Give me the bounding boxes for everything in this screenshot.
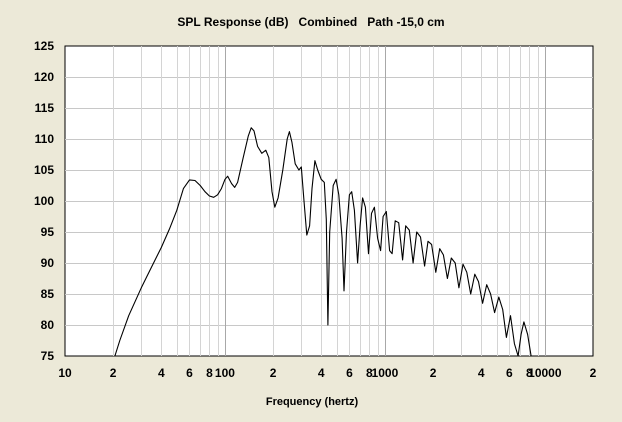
y-tick-label: 100	[34, 194, 54, 208]
x-tick-label: 6	[506, 366, 513, 380]
x-axis-label: Frequency (hertz)	[266, 396, 359, 408]
y-tick-label: 110	[35, 132, 55, 146]
series-layer	[114, 127, 532, 357]
x-tick-label: 100	[215, 366, 235, 380]
x-tick-label: 10	[58, 366, 72, 380]
x-tick-label: 6	[186, 366, 193, 380]
chart-title: SPL Response (dB) Combined Path -15,0 cm	[177, 15, 444, 29]
y-tick-label: 115	[35, 101, 55, 115]
x-tick-label: 2	[590, 366, 597, 380]
x-tick-label: 1000	[372, 366, 399, 380]
y-tick-label: 105	[34, 163, 54, 177]
y-tick-label: 85	[41, 287, 55, 301]
x-tick-label: 4	[318, 366, 325, 380]
series-line-1	[114, 127, 532, 357]
x-tick-label: 8	[206, 366, 213, 380]
y-tick-label: 95	[41, 225, 55, 239]
x-tick-label: 4	[158, 366, 165, 380]
y-tick-labels: 75 80 85 90 95 100 105 110 115 120 125	[34, 39, 54, 363]
y-tick-label: 75	[41, 349, 55, 363]
x-tick-label: 2	[270, 366, 277, 380]
x-tick-label: 8	[526, 366, 533, 380]
y-tick-label: 125	[34, 39, 54, 53]
x-tick-label: 6	[346, 366, 353, 380]
x-tick-label: 2	[110, 366, 117, 380]
x-tick-label: 10000	[528, 366, 562, 380]
x-tick-label: 4	[478, 366, 485, 380]
x-tick-label: 2	[430, 366, 437, 380]
y-tick-label: 120	[34, 70, 54, 84]
x-tick-label: 8	[366, 366, 373, 380]
y-tick-label: 90	[41, 256, 55, 270]
y-tick-label: 80	[41, 318, 55, 332]
